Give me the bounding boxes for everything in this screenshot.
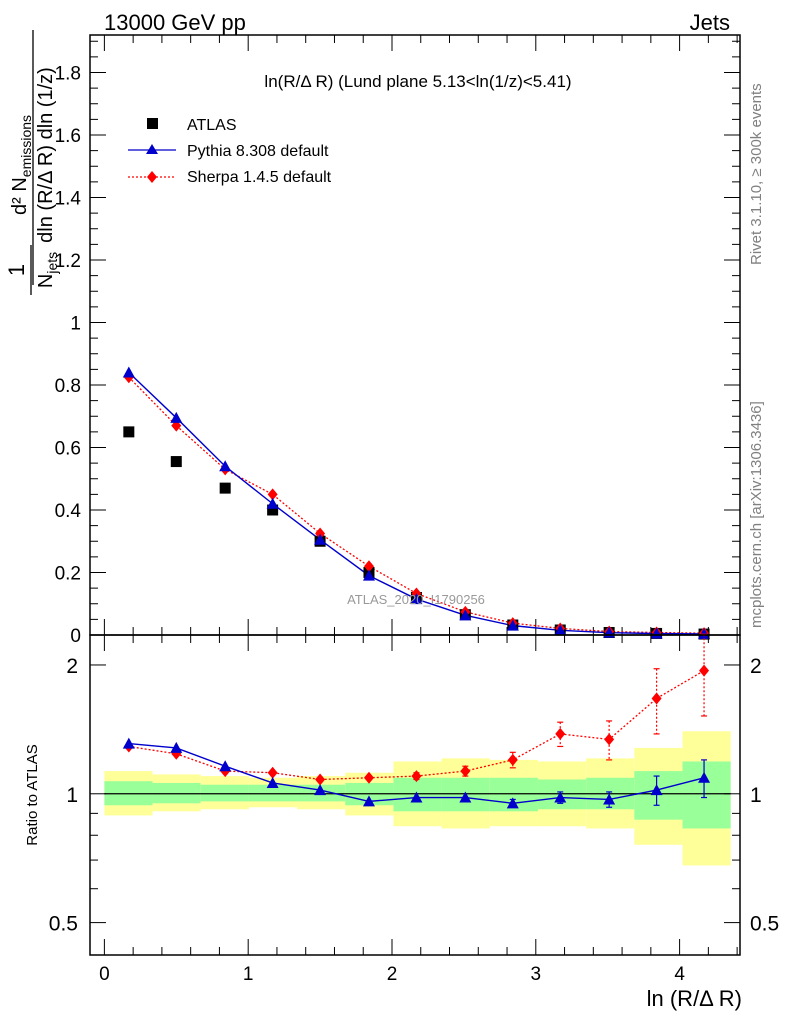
pythia-marker — [698, 771, 711, 783]
x-tick-label: 4 — [674, 964, 685, 985]
sherpa-marker — [315, 773, 326, 786]
ratio-y-tick-label-right: 1 — [750, 784, 762, 807]
atlas-point — [219, 482, 231, 494]
pythia-marker — [362, 795, 375, 807]
pythia-marker — [459, 791, 472, 803]
y-tick-label: 0.6 — [55, 439, 81, 460]
y-tick-label: 1.6 — [55, 126, 81, 147]
analysis-watermark: ATLAS_2020_I1790256 — [347, 592, 485, 607]
ratio-series — [122, 633, 711, 809]
sherpa-marker — [267, 488, 278, 501]
legend-marker-pythia — [146, 144, 158, 154]
sherpa-marker — [651, 692, 662, 705]
ratio-uncertainty-bands — [104, 731, 731, 866]
sherpa-marker — [411, 770, 422, 783]
ratio-y-tick-label: 2 — [66, 655, 78, 678]
y-tick-label: 0 — [70, 626, 81, 647]
pythia-marker — [122, 366, 135, 378]
y-label-bottom: dln (R/Δ R) dln (1/z) — [35, 67, 57, 243]
atlas-point — [267, 504, 279, 516]
sherpa-marker — [315, 527, 326, 540]
x-tick-label: 2 — [387, 964, 398, 985]
pythia-marker — [650, 784, 663, 796]
pythia-marker — [170, 411, 183, 423]
pythia-marker — [698, 628, 711, 639]
legend-marker-atlas — [147, 118, 158, 129]
rivet-label: Rivet 3.1.10, ≥ 300k events — [748, 83, 765, 265]
y-tick-label: 0.4 — [55, 501, 82, 522]
pythia-marker — [314, 784, 327, 796]
sherpa-marker — [460, 765, 471, 778]
ratio-axis-ticks: 0.5 0.5 1 1 2 2 — [49, 635, 779, 955]
stat-uncertainty-band — [200, 784, 249, 802]
sherpa-marker — [555, 727, 566, 740]
legend: ATLAS Pythia 8.308 default Sherpa 1.4.5 … — [128, 117, 332, 186]
main-y-axis-label: 1 Njets d² Nemissions dln (R/Δ R) dln (1… — [4, 30, 60, 295]
pythia-marker — [170, 741, 183, 753]
y-tick-label: 0.8 — [55, 376, 81, 397]
stat-uncertainty-band — [682, 761, 731, 829]
pythia-marker — [603, 793, 616, 805]
ratio-y-tick-label-right: 0.5 — [750, 913, 779, 936]
stat-uncertainty-band — [248, 784, 298, 802]
pythia-marker — [410, 791, 423, 803]
energy-label: 13000 GeV pp — [104, 10, 246, 35]
pythia-marker — [266, 776, 279, 788]
pythia-marker — [362, 569, 375, 581]
atlas-point — [170, 456, 182, 468]
x-tick-label: 3 — [531, 964, 542, 985]
y-label-top: d² Nemissions — [9, 115, 34, 215]
chart-title: ln(R/Δ R) (Lund plane 5.13<ln(1/z)<5.41) — [264, 72, 571, 91]
ratio-y-label: Ratio to ATLAS — [24, 744, 41, 845]
pythia-marker — [219, 760, 232, 772]
x-axis-label: ln (R/Δ R) — [647, 986, 742, 1011]
y-tick-label: 1.8 — [55, 64, 81, 85]
y-tick-label: 1.4 — [55, 189, 82, 210]
stat-uncertainty-band — [634, 771, 683, 820]
ratio-frame — [89, 634, 741, 956]
ratio-y-tick-label: 1 — [66, 784, 78, 807]
pythia-marker — [122, 737, 135, 749]
y-label-njets: Njets — [35, 252, 60, 288]
x-tick-label: 0 — [99, 964, 110, 985]
pythia-marker — [219, 460, 232, 472]
y-tick-label: 0.2 — [55, 564, 81, 585]
pythia-marker — [554, 791, 567, 803]
pythia-marker — [459, 609, 472, 621]
y-tick-label: 1.2 — [55, 251, 81, 272]
legend-marker-sherpa — [147, 171, 157, 183]
ratio-panel: 0.5 0.5 1 1 2 2 — [49, 633, 779, 956]
sherpa-marker — [507, 753, 518, 766]
y-label-numerator: 1 — [4, 264, 29, 276]
sherpa-marker — [363, 560, 374, 573]
sherpa-marker — [604, 733, 615, 746]
pythia-marker — [554, 624, 567, 636]
x-tick-label: 1 — [243, 964, 254, 985]
sherpa-marker — [699, 664, 710, 677]
pythia-marker — [506, 797, 519, 809]
legend-label-pythia: Pythia 8.308 default — [187, 143, 329, 160]
y-tick-label: 1 — [70, 314, 81, 335]
legend-label-atlas: ATLAS — [187, 117, 237, 134]
sherpa-marker — [363, 771, 374, 784]
x-tick-labels: 0 1 2 3 4 — [99, 964, 685, 985]
atlas-point — [123, 426, 135, 438]
pythia-marker — [266, 497, 279, 509]
jets-label: Jets — [690, 10, 730, 35]
main-axis-ticks: 0 0.2 0.4 0.6 0.8 1 1.2 1.4 1.6 1.8 — [55, 35, 740, 647]
mcplots-label: mcplots.cern.ch [arXiv:1306.3436] — [748, 401, 765, 628]
pythia-marker — [314, 533, 327, 545]
ratio-y-tick-label-right: 2 — [750, 655, 762, 678]
sherpa-marker — [267, 766, 278, 779]
pythia-marker — [410, 593, 423, 605]
ratio-y-tick-label: 0.5 — [49, 913, 78, 936]
pythia-marker — [506, 619, 519, 631]
legend-label-sherpa: Sherpa 1.4.5 default — [187, 169, 332, 186]
